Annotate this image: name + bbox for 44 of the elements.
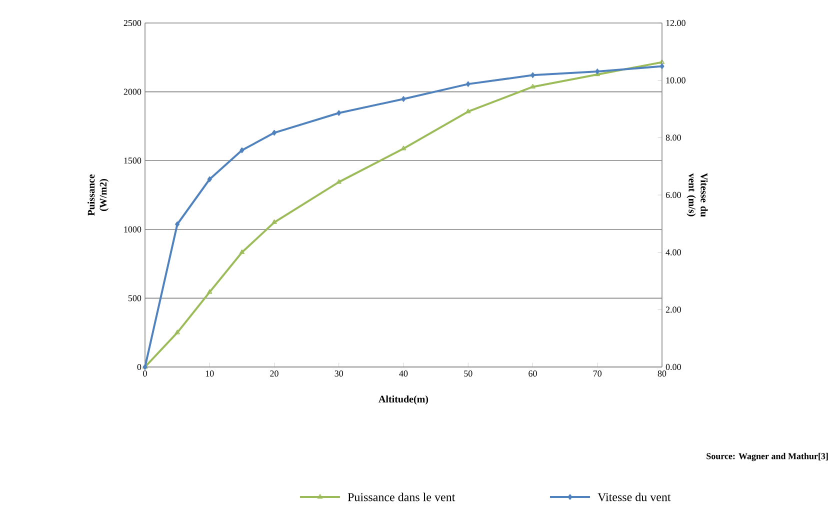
y2-tick-label: 6.00	[666, 192, 681, 198]
y-axis-title: Puissance (W/m2)	[88, 174, 109, 216]
point	[207, 289, 212, 294]
y2-tick-label: 0.00	[666, 364, 681, 370]
point	[272, 219, 277, 224]
y2-tick-label: 12.00	[666, 20, 686, 26]
x-tick-label: 80	[658, 370, 666, 377]
source-note: Source: Wagner and Mathur[3]	[706, 452, 828, 462]
point	[401, 96, 406, 102]
point	[660, 63, 664, 70]
y-tick-label: 2500	[124, 20, 142, 26]
x-tick-label: 60	[528, 370, 537, 377]
x-tick-label: 70	[593, 370, 602, 377]
y2-tick-label: 8.00	[666, 134, 681, 141]
y-tick-label: 0	[137, 364, 142, 370]
legend-label: Puissance dans le vent	[348, 492, 456, 502]
y-tick-label: 500	[128, 295, 142, 302]
point	[240, 147, 244, 154]
point	[466, 108, 471, 114]
point	[207, 176, 212, 182]
x-tick-label: 40	[399, 370, 408, 377]
point	[659, 59, 665, 64]
y2-axis-title: Vitesse du vent (m/s)	[686, 173, 708, 217]
point	[336, 179, 342, 184]
legend-label: Vitesse du vent	[598, 492, 671, 502]
point	[174, 330, 180, 334]
y2-tick-label: 4.00	[666, 249, 681, 256]
y-tick-label: 1500	[124, 158, 142, 164]
x-tick-label: 10	[206, 370, 214, 377]
y-tick-label: 2000	[124, 88, 142, 95]
point	[466, 81, 470, 87]
x-tick-label: 50	[464, 370, 472, 377]
point	[175, 221, 180, 228]
y2-tick-label: 2.00	[666, 306, 681, 313]
x-tick-label: 30	[334, 370, 344, 377]
x-tick-label: 20	[270, 370, 278, 377]
point	[272, 130, 277, 136]
y-tick-label: 1000	[124, 226, 142, 232]
x-tick-label: 0	[143, 370, 147, 377]
point	[595, 68, 600, 74]
point	[239, 249, 245, 254]
x-axis-title: Altitude(m)	[378, 395, 428, 405]
y2-tick-label: 10.00	[666, 77, 686, 84]
point	[336, 110, 342, 116]
